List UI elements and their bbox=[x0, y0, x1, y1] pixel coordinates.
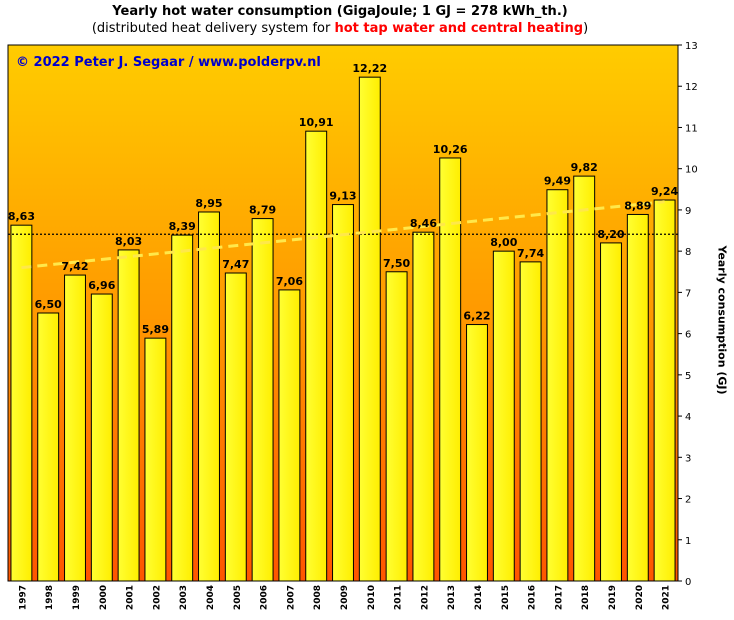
bar-2016 bbox=[519, 261, 542, 582]
bar-2003 bbox=[171, 234, 194, 582]
x-tick-label-2021: 2021 bbox=[662, 585, 672, 610]
subtitle-highlight: hot tap water and central heating bbox=[334, 21, 584, 36]
value-label-2020: 8,89 bbox=[624, 199, 651, 212]
bar-2012 bbox=[412, 231, 435, 582]
value-label-2006: 8,79 bbox=[249, 204, 276, 217]
value-label-2017: 9,49 bbox=[544, 175, 571, 188]
value-label-2004: 8,95 bbox=[195, 197, 222, 210]
y-tick-label-4: 4 bbox=[685, 412, 691, 423]
trend-line bbox=[21, 200, 665, 270]
bar-2001 bbox=[117, 249, 140, 582]
bar-2006 bbox=[251, 218, 274, 582]
x-tick-label-1997: 1997 bbox=[18, 585, 28, 610]
value-label-1999: 7,42 bbox=[61, 260, 88, 273]
x-tick-label-1998: 1998 bbox=[45, 585, 55, 610]
bar-2004 bbox=[198, 211, 220, 582]
bar-1998 bbox=[37, 312, 60, 582]
x-tick-label-2006: 2006 bbox=[260, 585, 270, 610]
x-tick-label-2008: 2008 bbox=[313, 585, 323, 610]
y-tick-label-8: 8 bbox=[685, 247, 691, 258]
y-tick-label-10: 10 bbox=[685, 165, 698, 176]
subtitle-prefix: (distributed heat delivery system for bbox=[91, 21, 335, 36]
y-tick-label-13: 13 bbox=[685, 41, 698, 52]
bar-2011 bbox=[385, 271, 408, 582]
y-tick-label-2: 2 bbox=[685, 495, 691, 506]
value-label-2015: 8,00 bbox=[490, 236, 517, 249]
x-tick-label-2016: 2016 bbox=[528, 585, 538, 610]
chart-subtitle: (distributed heat delivery system for ho… bbox=[0, 21, 680, 36]
value-label-2010: 12,22 bbox=[352, 62, 387, 75]
bar-2021 bbox=[653, 199, 676, 582]
value-label-2001: 8,03 bbox=[115, 235, 142, 248]
y-tick-label-12: 12 bbox=[685, 82, 698, 93]
value-label-2019: 8,20 bbox=[597, 228, 624, 241]
value-label-2008: 10,91 bbox=[299, 116, 334, 129]
x-tick-label-2010: 2010 bbox=[367, 585, 377, 610]
bar-2000 bbox=[90, 293, 113, 582]
y-tick-label-0: 0 bbox=[685, 577, 691, 588]
x-tick-label-2001: 2001 bbox=[126, 585, 136, 610]
y-tick-label-1: 1 bbox=[685, 536, 691, 547]
bar-2017 bbox=[546, 189, 569, 582]
y-tick-label-3: 3 bbox=[685, 453, 691, 464]
value-label-2013: 10,26 bbox=[433, 143, 468, 156]
x-tick-label-2013: 2013 bbox=[447, 585, 457, 610]
y-tick-label-9: 9 bbox=[685, 206, 691, 217]
value-label-2014: 6,22 bbox=[463, 310, 490, 323]
x-tick-label-2017: 2017 bbox=[554, 585, 564, 610]
x-tick-label-2009: 2009 bbox=[340, 585, 350, 610]
y-tick-label-6: 6 bbox=[685, 330, 691, 341]
x-tick-label-2020: 2020 bbox=[635, 585, 645, 610]
x-tick-label-1999: 1999 bbox=[72, 585, 82, 610]
value-label-2021: 9,24 bbox=[651, 185, 678, 198]
bar-2019 bbox=[600, 242, 622, 582]
x-tick-label-2004: 2004 bbox=[206, 585, 216, 610]
bar-2008 bbox=[305, 130, 328, 582]
bar-2002 bbox=[144, 337, 167, 582]
x-tick-label-2007: 2007 bbox=[286, 585, 296, 610]
bar-2007 bbox=[278, 289, 301, 582]
bar-2015 bbox=[492, 250, 515, 582]
bar-2009 bbox=[332, 204, 354, 582]
bar-2014 bbox=[466, 324, 488, 582]
value-label-1998: 6,50 bbox=[35, 298, 62, 311]
x-tick-label-2015: 2015 bbox=[501, 585, 511, 610]
y-axis-label: Yearly consumption (GJ) bbox=[715, 245, 729, 395]
value-label-2005: 7,47 bbox=[222, 258, 249, 271]
x-tick-label-2000: 2000 bbox=[99, 585, 109, 610]
x-tick-label-2005: 2005 bbox=[233, 585, 243, 610]
value-label-2018: 9,82 bbox=[571, 161, 598, 174]
value-label-2016: 7,74 bbox=[517, 247, 544, 260]
x-tick-label-2018: 2018 bbox=[581, 585, 591, 610]
x-tick-label-2019: 2019 bbox=[608, 585, 618, 610]
bar-2010 bbox=[358, 76, 381, 582]
value-label-2012: 8,46 bbox=[410, 217, 437, 230]
x-tick-label-2002: 2002 bbox=[152, 585, 162, 610]
bar-1999 bbox=[64, 274, 86, 582]
bar-2018 bbox=[573, 175, 596, 582]
bar-1997 bbox=[10, 224, 33, 582]
chart-title: Yearly hot water consumption (GigaJoule;… bbox=[112, 4, 568, 19]
value-label-2007: 7,06 bbox=[276, 275, 303, 288]
bar-2005 bbox=[224, 272, 247, 582]
value-label-1997: 8,63 bbox=[8, 210, 35, 223]
value-label-2002: 5,89 bbox=[142, 323, 169, 336]
x-tick-label-2011: 2011 bbox=[394, 585, 404, 610]
copyright-notice: © 2022 Peter J. Segaar / www.polderpv.nl bbox=[16, 55, 321, 70]
x-tick-label-2003: 2003 bbox=[179, 585, 189, 610]
value-label-2000: 6,96 bbox=[88, 279, 115, 292]
value-label-2003: 8,39 bbox=[169, 220, 196, 233]
x-tick-label-2012: 2012 bbox=[420, 585, 430, 610]
bar-2020 bbox=[626, 213, 649, 582]
subtitle-suffix: ) bbox=[583, 21, 589, 36]
value-label-2009: 9,13 bbox=[329, 190, 356, 203]
y-tick-label-11: 11 bbox=[685, 123, 698, 134]
value-label-2011: 7,50 bbox=[383, 257, 410, 270]
y-tick-label-7: 7 bbox=[685, 288, 691, 299]
y-tick-label-5: 5 bbox=[685, 371, 691, 382]
x-tick-label-2014: 2014 bbox=[474, 585, 484, 610]
bar-2013 bbox=[439, 157, 462, 582]
